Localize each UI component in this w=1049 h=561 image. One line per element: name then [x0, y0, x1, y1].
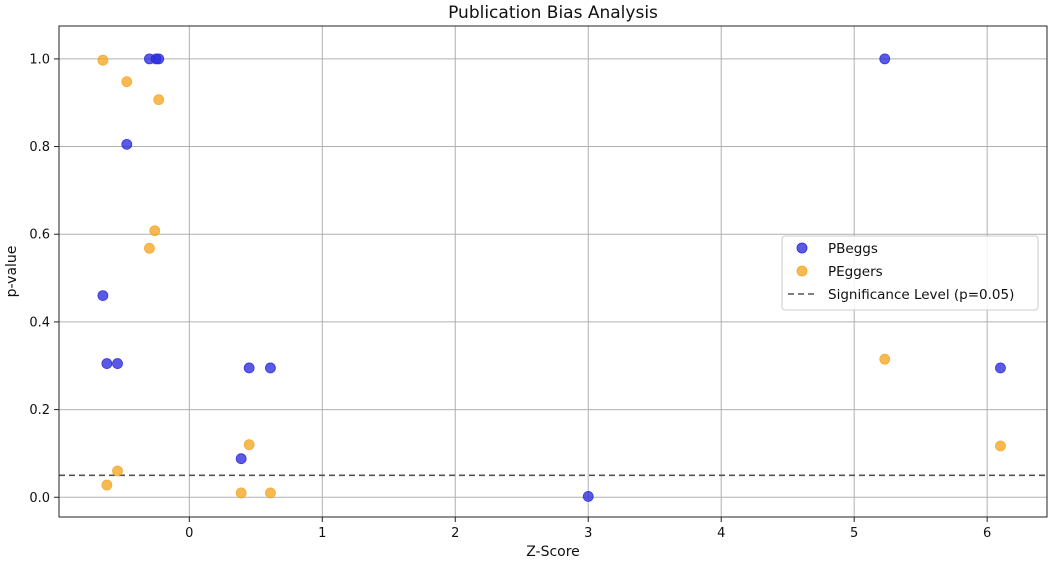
- point-pbeggs: [153, 53, 165, 65]
- point-pbeggs: [101, 358, 113, 369]
- point-peggers: [149, 225, 161, 237]
- x-tick-label: 5: [850, 526, 858, 541]
- y-tick-label: 0.0: [29, 491, 50, 506]
- y-tick-label: 0.8: [29, 140, 50, 155]
- point-peggers: [879, 353, 891, 365]
- data-points: [97, 53, 1006, 502]
- legend: PBeggs PEggers Significance Level (p=0.0…: [781, 235, 1039, 311]
- chart-title: Publication Bias Analysis: [448, 3, 658, 23]
- point-peggers: [153, 94, 165, 106]
- x-tick-label: 4: [717, 526, 725, 541]
- point-peggers: [144, 242, 155, 254]
- point-pbeggs: [995, 362, 1006, 374]
- point-peggers: [112, 465, 123, 477]
- legend-marker-pbeggs: [796, 242, 808, 254]
- axis-ticks: 0 1 2 3 4 5 6 0.0 0.2 0.4 0.6 0.8 1.0: [29, 52, 991, 541]
- legend-label-significance: Significance Level (p=0.05): [828, 287, 1014, 303]
- point-pbeggs: [112, 358, 123, 369]
- point-peggers: [121, 76, 133, 88]
- y-tick-label: 1.0: [29, 52, 50, 67]
- point-pbeggs: [265, 362, 276, 374]
- legend-label-peggers: PEggers: [828, 264, 883, 280]
- x-tick-label: 0: [185, 526, 193, 541]
- point-pbeggs: [879, 53, 891, 65]
- x-axis-label: Z-Score: [526, 544, 580, 560]
- plot-frame: [58, 25, 1048, 518]
- point-pbeggs: [243, 362, 255, 374]
- x-tick-label: 1: [318, 526, 326, 541]
- point-peggers: [101, 479, 113, 491]
- point-peggers: [243, 439, 255, 451]
- y-tick-label: 0.4: [29, 315, 50, 330]
- x-tick-label: 6: [983, 526, 991, 541]
- legend-box: [781, 235, 1039, 311]
- y-axis-label: p-value: [4, 246, 20, 298]
- y-tick-label: 0.2: [29, 403, 50, 418]
- point-pbeggs: [235, 453, 247, 465]
- point-peggers: [235, 487, 247, 499]
- legend-marker-peggers: [796, 265, 808, 277]
- point-peggers: [265, 487, 276, 499]
- x-tick-label: 3: [584, 526, 592, 541]
- point-peggers: [995, 440, 1006, 452]
- point-pbeggs: [582, 490, 594, 502]
- legend-label-pbeggs: PBeggs: [828, 241, 878, 257]
- y-tick-label: 0.6: [29, 228, 50, 243]
- x-tick-label: 2: [451, 526, 459, 541]
- point-peggers: [97, 54, 109, 66]
- point-pbeggs: [121, 138, 133, 150]
- point-pbeggs: [97, 290, 109, 302]
